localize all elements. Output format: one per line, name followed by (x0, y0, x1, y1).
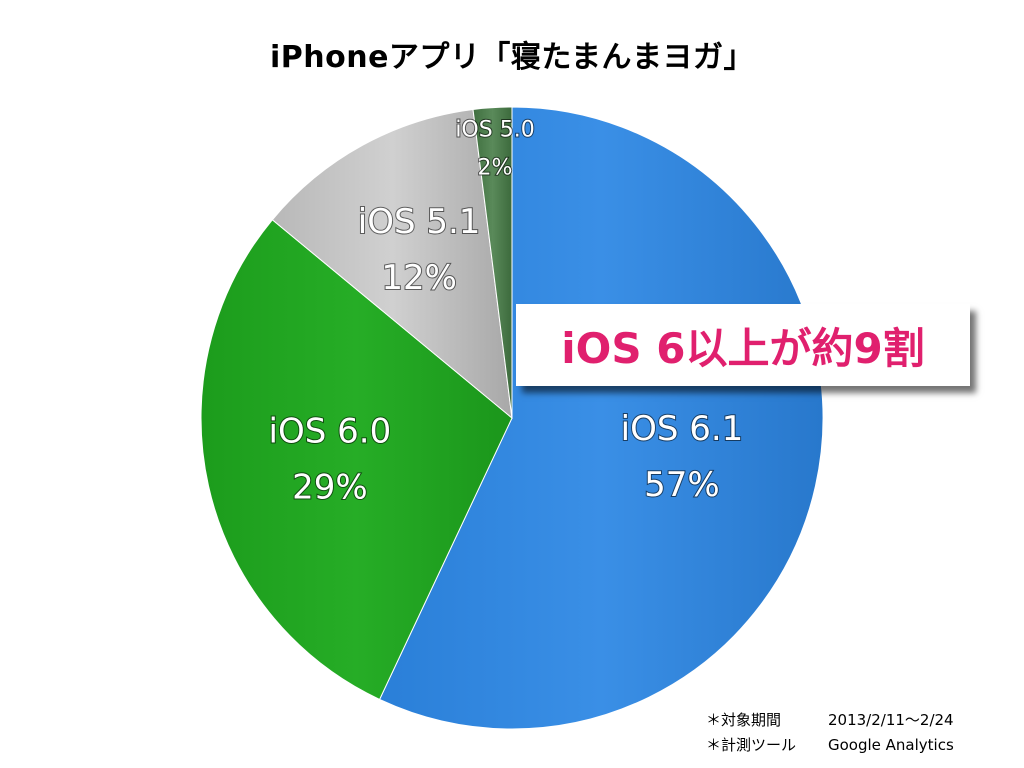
callout-box: iOS 6以上が約9割 (516, 304, 970, 386)
pie-slice-ios-6-1 (378, 106, 824, 730)
pie-slice-ios-5-0 (472, 106, 513, 419)
footnote-tool-value: Google Analytics (828, 736, 954, 754)
footnote-period: ＊対象期間 2013/2/11〜2/24 (706, 708, 954, 733)
slice-name-label: iOS 5.0 (455, 118, 534, 143)
callout-text: iOS 6以上が約9割 (561, 323, 925, 373)
footnote-tool-label: ＊計測ツール (706, 736, 797, 754)
slice-value-label: 29% (292, 468, 368, 508)
footnote-period-value: 2013/2/11〜2/24 (828, 711, 954, 729)
slice-value-label: 57% (644, 465, 720, 505)
footnotes: ＊対象期間 2013/2/11〜2/24 ＊計測ツール Google Analy… (706, 708, 954, 758)
footnote-tool: ＊計測ツール Google Analytics (706, 733, 954, 758)
chart-title: iPhoneアプリ「寝たまんまヨガ」 (269, 40, 755, 75)
pie-slice-ios-6-0 (200, 219, 513, 701)
slice-name-label: iOS 6.0 (269, 412, 392, 452)
slice-value-label: 2% (478, 156, 513, 181)
pie-slice-ios-5-1 (271, 108, 513, 420)
slice-name-label: iOS 6.1 (621, 409, 744, 449)
slice-name-label: iOS 5.1 (358, 202, 481, 242)
footnote-period-label: ＊対象期間 (706, 711, 782, 729)
slice-value-label: 12% (381, 258, 457, 298)
